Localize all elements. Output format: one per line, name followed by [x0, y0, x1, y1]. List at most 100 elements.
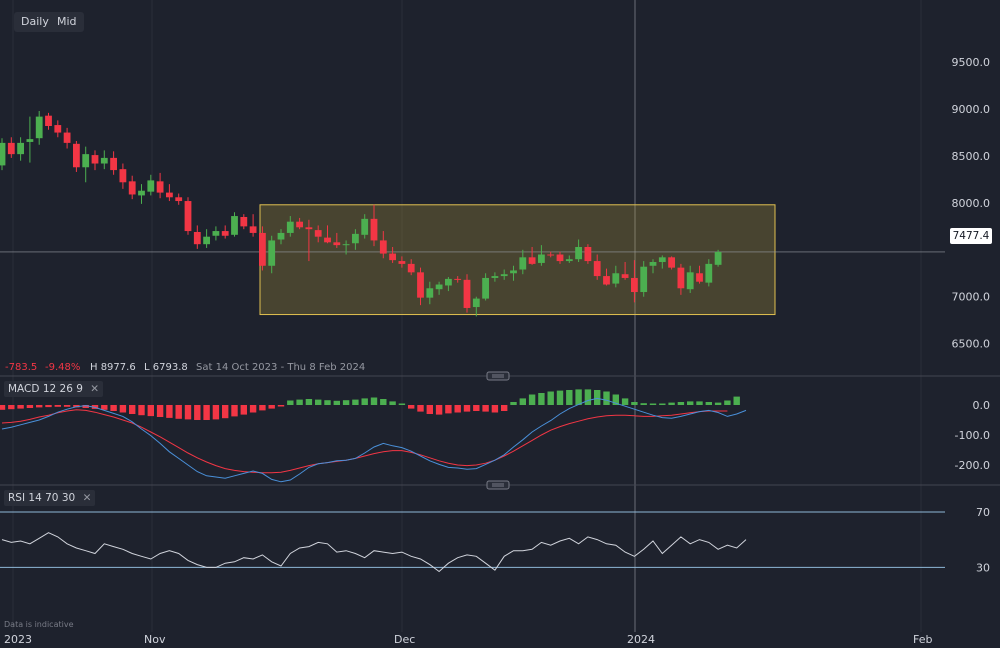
candle-0 [0, 138, 6, 171]
mid-button[interactable]: Mid [50, 12, 84, 32]
candle-body [407, 263, 415, 273]
candle-body [603, 276, 610, 285]
macd-hist-bar [296, 399, 303, 405]
macd-hist-bar [110, 405, 117, 411]
candle-7 [63, 127, 71, 149]
candle-16 [147, 174, 155, 196]
candle-body [156, 181, 164, 193]
candle-body [379, 240, 387, 254]
macd-fast: 12 [42, 383, 57, 395]
rsi-tick-label: 70 [976, 506, 990, 519]
macd-hist-bar [659, 403, 666, 405]
candle-body [482, 277, 489, 299]
macd-hist-bar [17, 405, 24, 409]
macd-legend[interactable]: MACD 12 26 9 ✕ [4, 381, 104, 397]
rsi-period: 14 [28, 492, 42, 504]
candle-46 [426, 281, 434, 305]
rsi-close-icon[interactable]: ✕ [82, 492, 92, 504]
macd-hist-bar [724, 400, 731, 405]
candle-15 [138, 184, 145, 204]
candle-71 [658, 255, 666, 269]
macd-hist-bar [184, 405, 192, 420]
candle-67 [621, 262, 629, 280]
candle-body [696, 273, 703, 282]
macd-name: MACD [8, 383, 40, 395]
pane-separators[interactable] [0, 371, 1000, 490]
macd-hist-bar [528, 394, 536, 405]
candle-55 [510, 265, 517, 281]
rsi-name: RSI [8, 492, 26, 504]
macd-hist-bar [417, 405, 424, 412]
candle-body [73, 143, 80, 168]
pane-resize-handle[interactable] [486, 480, 510, 490]
macd-hist-bar [389, 401, 396, 405]
candle-49 [454, 276, 462, 283]
macd-hist-bar [649, 403, 657, 405]
candle-23 [212, 226, 220, 241]
candle-19 [175, 193, 183, 205]
candle-body [296, 221, 303, 228]
candle-2 [17, 137, 24, 161]
candle-body [640, 266, 648, 293]
candle-74 [686, 265, 694, 293]
macd-hist-bar [612, 394, 619, 405]
candle-22 [203, 229, 210, 248]
candle-body [305, 227, 313, 230]
candle-body [147, 180, 155, 192]
macd-hist-bar [324, 400, 331, 405]
candle-body [100, 157, 108, 164]
macd-hist-bar [370, 397, 378, 405]
macd-hist-bar [147, 405, 154, 417]
macd-pane [0, 389, 747, 483]
candle-body [361, 218, 369, 235]
macd-close-icon[interactable]: ✕ [90, 383, 100, 395]
macd-hist-bar [538, 393, 545, 405]
candle-24 [221, 225, 229, 239]
daily-button[interactable]: Daily [14, 12, 56, 32]
low-value: L 6793.8 [144, 362, 188, 373]
candle-body [519, 257, 527, 270]
macd-hist-bar [352, 399, 359, 405]
candle-44 [407, 259, 415, 276]
macd-hist-bar [575, 389, 582, 405]
candle-body [612, 273, 620, 284]
macd-hist-bar [222, 405, 229, 419]
candle-64 [593, 254, 601, 280]
candle-body [91, 155, 99, 164]
macd-hist-bar [287, 400, 294, 405]
candle-29 [268, 235, 276, 274]
candle-27 [249, 214, 257, 237]
candle-body [26, 139, 34, 142]
candle-10 [91, 150, 99, 171]
candle-body [370, 218, 378, 241]
rsi-legend[interactable]: RSI 14 70 30 ✕ [4, 490, 96, 506]
range-box [259, 204, 776, 316]
candle-42 [389, 247, 396, 263]
macd-hist-bar [631, 402, 638, 405]
candle-21 [193, 225, 201, 249]
candle-13 [119, 163, 127, 189]
candle-66 [612, 265, 620, 288]
candle-52 [482, 273, 489, 301]
candle-25 [231, 212, 238, 237]
macd-hist-bar [473, 405, 480, 411]
change-percent: -9.48% [45, 362, 81, 373]
candle-body [203, 236, 210, 245]
candle-62 [575, 239, 582, 263]
candle-body [82, 154, 90, 168]
macd-hist-bar [73, 405, 80, 408]
macd-hist-bar [212, 405, 220, 420]
candle-20 [184, 197, 192, 235]
x-tick-label: Dec [394, 633, 415, 646]
candle-body [714, 251, 722, 265]
candle-body [333, 242, 341, 246]
candle-39 [361, 214, 369, 239]
candle-body [231, 216, 238, 235]
macd-hist-bar [398, 403, 406, 405]
candle-45 [417, 267, 424, 306]
x-tick-label: 2023 [4, 633, 32, 646]
pane-resize-handle[interactable] [486, 371, 510, 381]
macd-hist-bar [426, 405, 433, 414]
candle-43 [398, 256, 406, 268]
